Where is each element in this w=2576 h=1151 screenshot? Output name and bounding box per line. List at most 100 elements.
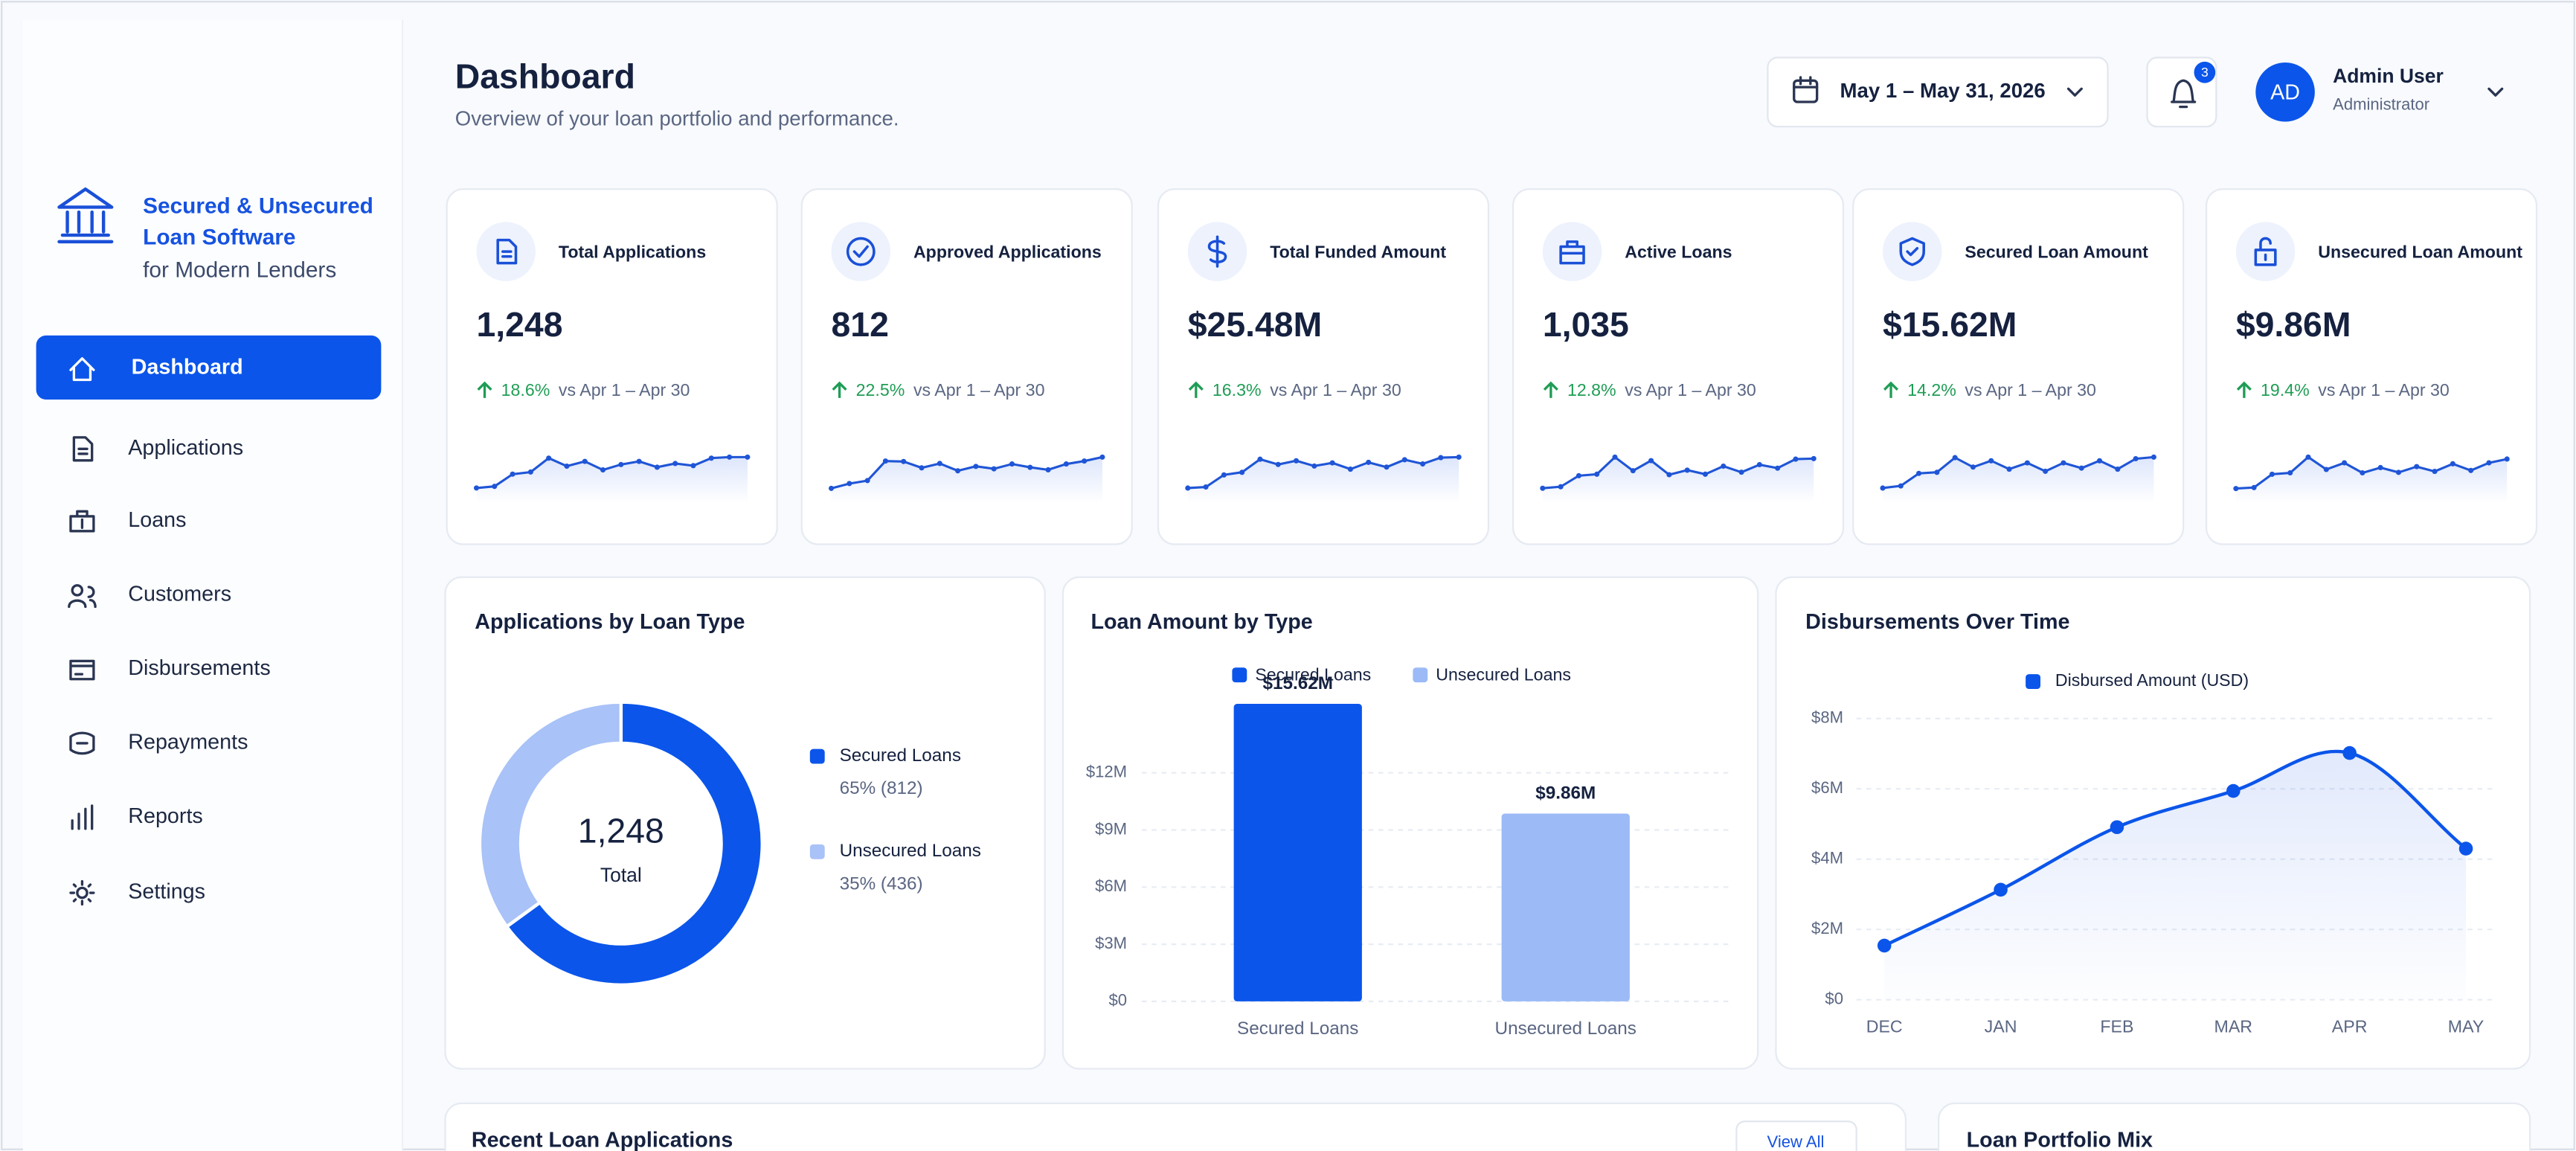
sparkline-point: [1420, 461, 1426, 467]
trend-arrow: [477, 381, 492, 398]
kpi-value: 1,035: [1543, 305, 1629, 344]
sparkline-point: [636, 458, 642, 464]
nav-icon: [69, 731, 95, 755]
kpi-change: 12.8%: [1567, 380, 1616, 400]
kpi-change: 14.2%: [1907, 380, 1956, 400]
line-point: [1994, 882, 2008, 897]
view-all[interactable]: View All: [1767, 1132, 1825, 1151]
sparkline-point: [1594, 471, 1600, 477]
kpi-change: 16.3%: [1212, 380, 1262, 400]
nav-item[interactable]: Repayments: [128, 731, 248, 754]
chart-title: Loan Amount by Type: [1091, 610, 1312, 634]
sparkline-point: [1702, 471, 1709, 477]
nav-item[interactable]: Applications: [128, 436, 243, 460]
trend-arrow: [832, 381, 847, 398]
line-point: [2226, 783, 2241, 798]
sparkline-point: [1684, 467, 1690, 473]
brand-tagline: for Modern Lenders: [143, 258, 336, 283]
bell-icon: [2171, 79, 2197, 109]
line-area: [1884, 751, 2467, 1000]
trend-arrow: [1188, 381, 1204, 398]
kpi-label: Secured Loan Amount: [1965, 242, 2148, 261]
nav-item[interactable]: Reports: [128, 804, 203, 828]
sparkline-point: [2468, 467, 2474, 473]
sparkline-point: [2096, 458, 2103, 464]
sparkline-point: [864, 478, 870, 484]
sparkline-point: [1988, 458, 1994, 464]
nav-item[interactable]: Disbursements: [128, 656, 270, 680]
sparkline-point: [1221, 472, 1227, 478]
line-point: [2110, 820, 2124, 835]
sparkline-point: [2414, 464, 2420, 469]
nav-active[interactable]: [36, 335, 382, 400]
sparkline-point: [1934, 469, 1940, 475]
kpi-icon: [1899, 237, 1925, 266]
nav-icon: [68, 584, 97, 609]
sparkline-point: [1294, 458, 1300, 464]
badge-count: 3: [2201, 65, 2209, 80]
avatar-initials: AD: [2270, 81, 2300, 105]
nav-item[interactable]: Loans: [128, 508, 186, 532]
nav-icon: [72, 436, 94, 462]
line: [1883, 749, 2467, 947]
trend-arrow: [1883, 381, 1899, 398]
donut-segment: [504, 700, 764, 987]
sparkline-point: [2486, 460, 2492, 466]
sparkline-point: [1756, 461, 1762, 468]
nav-icon: [69, 879, 95, 906]
nav-item[interactable]: Settings: [128, 880, 205, 904]
user-menu-chevron[interactable]: [2487, 87, 2504, 97]
sparkline-point: [828, 485, 835, 491]
donut-center-value: 1,248: [578, 812, 664, 850]
sparkline-point: [2395, 469, 2402, 475]
sparkline: [831, 455, 1103, 490]
sparkline-point: [1045, 467, 1051, 472]
sparkline: [1187, 455, 1459, 490]
avatar[interactable]: [2255, 62, 2315, 122]
sparkline-point: [473, 485, 480, 491]
kpi-icon-bg: [831, 222, 891, 281]
sparkline-point: [1099, 454, 1105, 460]
sparkline-point: [582, 458, 588, 464]
donut-segment: [478, 700, 623, 929]
sparkline-point: [1916, 470, 1922, 476]
sparkline-point: [1063, 461, 1069, 467]
sparkline: [1882, 455, 2154, 490]
kpi-icon: [1559, 240, 1585, 265]
sparkline-point: [1540, 485, 1546, 491]
sparkline-point: [955, 468, 961, 474]
legend-swatch: [1232, 667, 1247, 683]
date-range[interactable]: May 1 – May 31, 2026: [1840, 79, 2046, 102]
sparkline-point: [1239, 469, 1245, 475]
sparkline-point: [1898, 483, 1904, 489]
sparkline-point: [2043, 468, 2049, 474]
kpi-card: [800, 188, 1133, 545]
nav-item[interactable]: Dashboard: [132, 356, 243, 379]
bar: [1501, 813, 1630, 1001]
y-tick-label: $8M: [1811, 708, 1843, 727]
kpi-icon: [1207, 235, 1227, 268]
sparkline-point: [2061, 460, 2066, 466]
sparkline-point: [1009, 461, 1015, 467]
date-picker[interactable]: [1767, 57, 2109, 128]
x-tick-label: Unsecured Loans: [1495, 1019, 1637, 1039]
legend-label: Unsecured Loans: [1436, 664, 1571, 684]
brand-line: Secured & Unsecured: [143, 193, 373, 218]
sparkline-point: [973, 464, 979, 469]
y-tick-label: $0: [1825, 990, 1843, 1008]
kpi-label: Total Applications: [559, 242, 706, 261]
x-tick-label: DEC: [1866, 1016, 1903, 1036]
view-all-button[interactable]: [1735, 1120, 1857, 1151]
sparkline-point: [2342, 460, 2348, 466]
sparkline-point: [1793, 456, 1799, 462]
sparkline-point: [1721, 463, 1727, 469]
sparkline-point: [2287, 469, 2293, 476]
nav-item[interactable]: Customers: [128, 583, 231, 606]
page-subtitle: Overview of your loan portfolio and perf…: [455, 107, 899, 130]
section-title: Recent Loan Applications: [472, 1128, 733, 1151]
bar: [1233, 704, 1362, 1001]
sparkline-point: [919, 465, 925, 471]
sparkline-point: [2269, 471, 2275, 477]
sparkline-point: [1257, 456, 1263, 462]
